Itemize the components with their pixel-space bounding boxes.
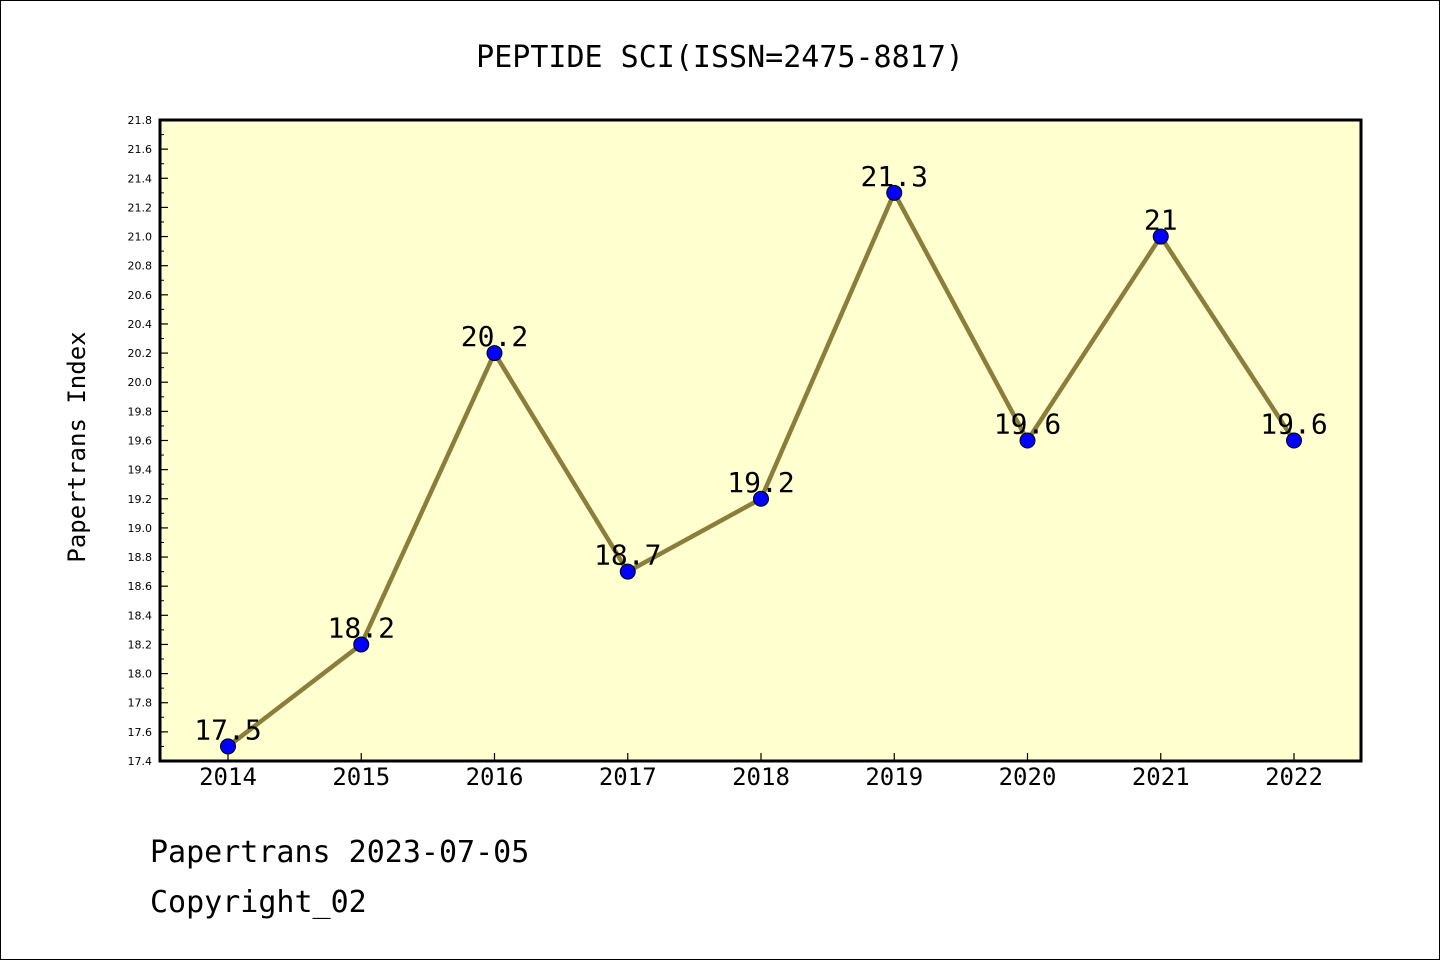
y-tick-label: 18.8 xyxy=(128,551,153,564)
x-tick-label: 2018 xyxy=(732,763,790,791)
data-label: 18.2 xyxy=(328,611,395,644)
copyright-note: Copyright_02 xyxy=(150,885,367,920)
x-tick-label: 2019 xyxy=(865,763,923,791)
series-group xyxy=(220,184,1302,755)
y-tick-label: 20.2 xyxy=(128,347,153,360)
y-tick-label: 18.6 xyxy=(128,580,153,593)
data-point xyxy=(486,345,503,362)
y-tick-label: 17.4 xyxy=(128,755,153,768)
y-axis-label: Papertrans Index xyxy=(63,331,91,562)
y-tick-label: 19.4 xyxy=(128,464,153,477)
data-label: 18.7 xyxy=(594,539,661,572)
y-tick-label: 18.4 xyxy=(128,609,153,622)
y-tick-label: 18.2 xyxy=(128,638,153,651)
y-tick-label: 19.2 xyxy=(128,493,153,506)
data-point xyxy=(619,563,636,580)
data-point xyxy=(353,636,370,653)
source-note: Papertrans 2023-07-05 xyxy=(150,835,530,870)
x-axis-ticks: 2014 2015 2016 2017 2018 2019 2020 2021 2022 xyxy=(199,753,1323,791)
x-tick-label: 2020 xyxy=(999,763,1057,791)
y-tick-label: 21.6 xyxy=(128,143,153,156)
plot-area xyxy=(158,118,1363,763)
y-tick-label: 19.6 xyxy=(128,435,153,448)
y-tick-label: 17.8 xyxy=(128,697,153,710)
data-point xyxy=(1019,432,1036,449)
y-tick-label: 21.2 xyxy=(128,201,153,214)
data-label: 20.2 xyxy=(461,320,528,353)
y-tick-label: 17.6 xyxy=(128,726,153,739)
data-point xyxy=(886,184,903,201)
chart-title: PEPTIDE SCI(ISSN=2475-8817) xyxy=(476,40,964,75)
x-tick-label: 2015 xyxy=(332,763,390,791)
y-tick-label: 18.0 xyxy=(128,668,153,681)
y-tick-label: 20.4 xyxy=(128,318,153,331)
x-tick-label: 2022 xyxy=(1265,763,1323,791)
data-label: 17.5 xyxy=(194,713,261,746)
x-tick-label: 2017 xyxy=(599,763,657,791)
y-tick-label: 20.6 xyxy=(128,289,153,302)
data-label: 21 xyxy=(1144,204,1178,237)
x-tick-label: 2021 xyxy=(1132,763,1190,791)
y-axis-ticks: 17.4 17.6 17.8 18.0 18.2 18.4 18.6 18.8 19.0 19.2… xyxy=(128,114,168,768)
y-tick-label: 21.4 xyxy=(128,172,153,185)
data-point xyxy=(220,738,236,755)
data-label: 19.6 xyxy=(994,408,1061,441)
x-tick-label: 2014 xyxy=(199,763,257,791)
y-tick-label: 21.0 xyxy=(128,231,153,244)
data-label: 19.6 xyxy=(1260,408,1327,441)
y-tick-label: 19.8 xyxy=(128,405,153,418)
x-tick-label: 2016 xyxy=(466,763,524,791)
y-tick-label: 20.0 xyxy=(128,376,153,389)
data-labels-group: 17.5 18.2 20.2 18.7 19.2 21.3 19.6 21 19.6 xyxy=(194,160,1327,747)
data-point xyxy=(1286,432,1302,449)
data-label: 19.2 xyxy=(727,466,794,499)
y-tick-label: 19.0 xyxy=(128,522,153,535)
data-label: 21.3 xyxy=(861,160,928,193)
data-point xyxy=(753,490,769,507)
data-point xyxy=(1152,228,1169,245)
y-tick-label: 21.8 xyxy=(128,114,153,127)
y-tick-label: 20.8 xyxy=(128,260,153,273)
